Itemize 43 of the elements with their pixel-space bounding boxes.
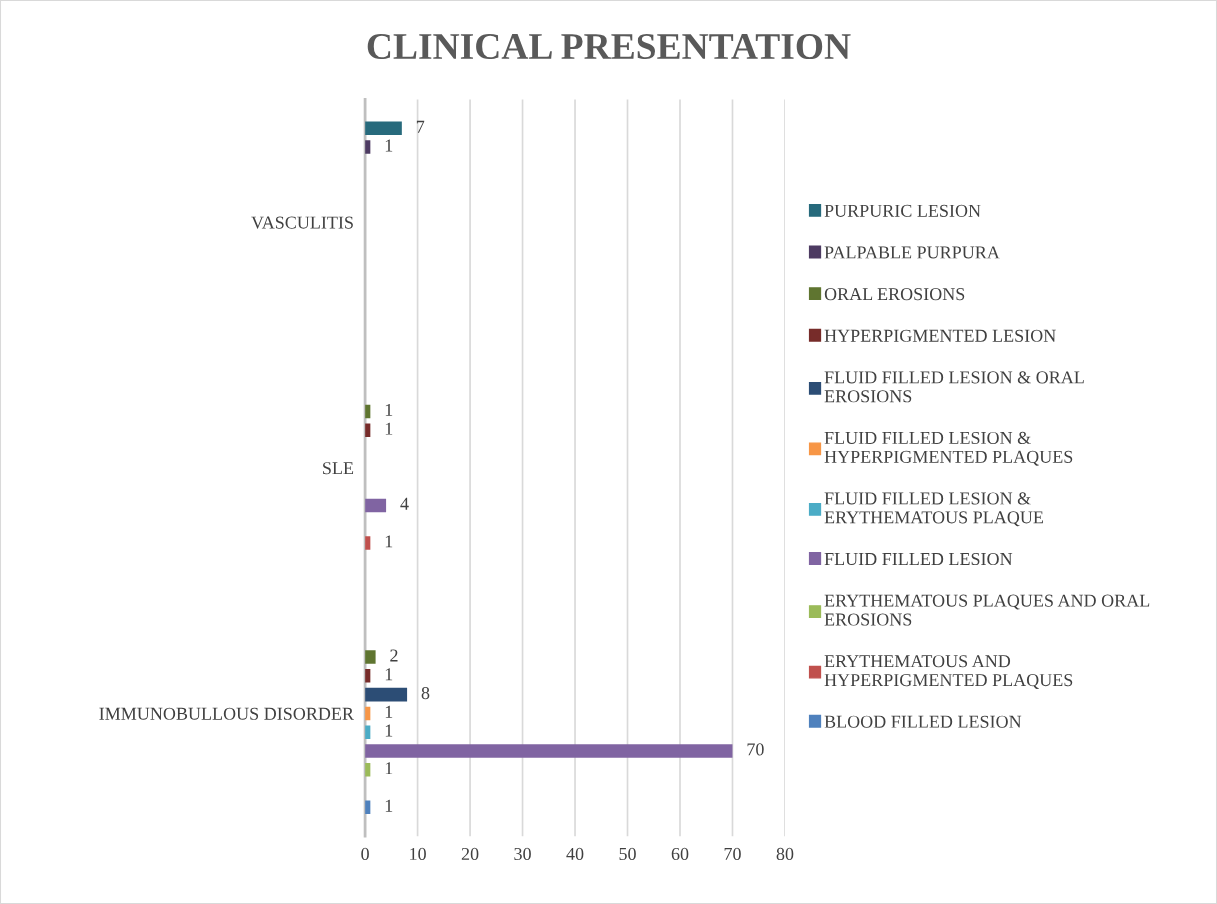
legend-label: HYPERPIGMENTED LESION <box>824 329 1056 342</box>
legend-label: PURPURIC LESION <box>824 204 981 217</box>
x-tick-label: 70 <box>724 847 741 861</box>
x-tick-label: 0 <box>361 847 369 861</box>
data-label: 1 <box>385 799 393 812</box>
data-label: 4 <box>400 497 409 510</box>
x-tick-label: 80 <box>776 847 794 861</box>
bar <box>365 650 376 664</box>
legend-label: FLUID FILLED LESION & ERYTHEMATOUS PLAQUE <box>824 492 1044 527</box>
data-label: 1 <box>385 762 393 775</box>
data-label: 70 <box>747 743 764 756</box>
x-tick-label: 40 <box>566 847 584 861</box>
data-label: 1 <box>385 422 393 435</box>
legend-label: FLUID FILLED LESION <box>824 552 1013 566</box>
data-label: 1 <box>385 535 393 548</box>
x-tick-label: 50 <box>619 847 636 861</box>
y-tick-label: SLE <box>323 462 354 475</box>
legend-label: ERYTHEMATOUS PLAQUES AND ORAL EROSIONS <box>824 594 1150 626</box>
x-tick-label: 60 <box>671 847 689 861</box>
legend-label: FLUID FILLED LESION & HYPERPIGMENTED PLAQUES <box>824 431 1073 466</box>
data-label: 1 <box>385 705 393 718</box>
legend-label: FLUID FILLED LESION & ORAL EROSIONS <box>824 371 1084 403</box>
legend-label: BLOOD FILLED LESION <box>824 715 1022 728</box>
data-label: 1 <box>385 139 393 152</box>
bar <box>365 687 408 702</box>
x-tick-label: 20 <box>461 847 479 861</box>
data-label: 2 <box>390 649 398 662</box>
legend-label: PALPABLE PURPURA <box>824 246 1000 259</box>
legend-label: ERYTHEMATOUS AND HYPERPIGMENTED PLAQUES <box>824 655 1073 689</box>
bar <box>365 498 387 513</box>
data-label: 7 <box>416 120 425 133</box>
x-tick-label: 10 <box>410 847 426 861</box>
data-label: 1 <box>385 724 393 737</box>
chart-title: CLINICAL PRESENTATION <box>367 33 851 60</box>
data-label: 8 <box>421 686 430 700</box>
y-tick-label: IMMUNOBULLOUS DISORDER <box>99 707 354 720</box>
data-label: 1 <box>385 403 393 416</box>
bar <box>365 744 733 758</box>
bar <box>365 121 402 136</box>
legend-label: ORAL EROSIONS <box>824 288 965 301</box>
x-tick-label: 30 <box>514 847 531 861</box>
y-tick-label: VASCULITIS <box>251 216 353 229</box>
data-label: 1 <box>385 668 393 681</box>
